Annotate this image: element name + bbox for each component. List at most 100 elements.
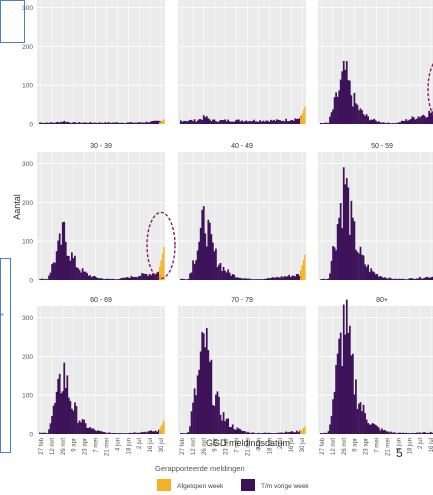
bar-previous — [142, 432, 145, 434]
bar-previous — [72, 258, 75, 280]
bar-previous — [247, 121, 249, 124]
bar-previous — [60, 244, 63, 280]
slide-frame-left-top — [0, 0, 1, 42]
bar-last-week — [301, 113, 303, 124]
bar-previous — [241, 120, 243, 124]
bar-previous — [225, 121, 228, 124]
bar-previous — [104, 278, 107, 280]
bar-previous — [268, 121, 271, 124]
bar-previous — [42, 123, 44, 124]
bar-previous — [75, 267, 78, 280]
bar-previous — [388, 277, 391, 280]
bar-previous — [382, 277, 385, 280]
bar-previous — [280, 432, 283, 434]
bar-previous — [423, 277, 426, 280]
bar-previous — [273, 277, 275, 280]
bar-previous — [323, 123, 325, 124]
bar-previous — [150, 275, 153, 280]
bar-previous — [145, 432, 148, 434]
bar-previous — [43, 122, 46, 124]
bar-previous — [42, 278, 44, 280]
bar-previous — [362, 404, 365, 434]
x-tick-label: 27 feb — [180, 437, 186, 454]
bar-previous — [52, 122, 55, 124]
bar-previous — [422, 278, 424, 280]
bar-previous — [244, 121, 246, 124]
bar-previous — [42, 432, 44, 434]
bar-previous — [64, 387, 67, 434]
bar-previous — [288, 121, 290, 124]
bar-previous — [367, 264, 369, 280]
bar-previous — [100, 122, 102, 124]
bar-previous — [411, 278, 414, 280]
bar-previous — [128, 432, 131, 434]
bar-previous — [54, 402, 56, 434]
bar-previous — [230, 427, 233, 434]
bar-previous — [342, 60, 345, 124]
bar-previous — [367, 423, 369, 434]
bar-previous — [212, 119, 214, 124]
bar-previous — [48, 275, 50, 280]
bar-previous — [205, 116, 208, 124]
bar-previous — [431, 111, 433, 124]
bar-previous — [136, 432, 139, 434]
bar-previous — [195, 121, 197, 124]
bar-previous — [292, 432, 295, 434]
bar-previous — [212, 405, 214, 434]
bar-previous — [51, 264, 53, 280]
bar-previous — [61, 222, 64, 280]
bar-previous — [244, 278, 246, 280]
bar-previous — [393, 123, 395, 124]
bar-previous — [361, 411, 363, 434]
bar-previous — [406, 279, 409, 280]
bar-last-week — [161, 423, 164, 434]
bar-previous — [49, 272, 52, 280]
bar-previous — [266, 432, 269, 434]
bar-previous — [234, 277, 237, 280]
bar-previous — [268, 278, 271, 280]
bar-previous — [147, 122, 149, 124]
bar-previous — [247, 431, 249, 434]
bar-previous — [431, 432, 433, 434]
y-tick-label: 0 — [29, 278, 33, 285]
bar-previous — [382, 122, 385, 124]
bar-previous — [210, 121, 213, 124]
bar-previous — [74, 255, 76, 280]
bar-previous — [184, 279, 187, 280]
bar-previous — [75, 406, 78, 434]
bar-previous — [376, 273, 379, 280]
x-tick-label: 30 jul — [159, 438, 165, 452]
bar-previous — [260, 279, 263, 280]
bar-previous — [244, 431, 246, 434]
bar-previous — [216, 267, 219, 280]
bar-previous — [77, 422, 79, 434]
panel-title: 80+ — [376, 297, 388, 304]
bar-previous — [87, 428, 90, 434]
bar-previous — [391, 278, 394, 280]
bar-previous — [297, 274, 300, 280]
bar-previous — [324, 122, 327, 124]
bar-previous — [237, 119, 240, 124]
bar-previous — [239, 277, 242, 280]
bar-previous — [370, 424, 373, 434]
bar-previous — [125, 433, 128, 434]
bar-previous — [122, 123, 125, 124]
bar-previous — [355, 379, 357, 434]
x-tick-label: 21 mei — [245, 438, 251, 456]
x-tick-label: 26 mrt — [342, 438, 348, 455]
bar-previous — [359, 108, 362, 124]
bar-last-week — [302, 427, 305, 434]
bar-previous — [425, 117, 427, 124]
bar-previous — [420, 433, 423, 434]
bar-previous — [107, 432, 110, 434]
bar-previous — [417, 278, 420, 280]
bar-previous — [230, 275, 233, 280]
bar-previous — [43, 279, 46, 280]
bar-previous — [289, 277, 292, 280]
x-tick-label: 27 feb — [320, 437, 326, 454]
bar-previous — [379, 276, 382, 280]
bar-previous — [184, 433, 187, 434]
bar-previous — [125, 276, 128, 280]
bar-previous — [157, 271, 160, 280]
bar-previous — [339, 332, 342, 434]
